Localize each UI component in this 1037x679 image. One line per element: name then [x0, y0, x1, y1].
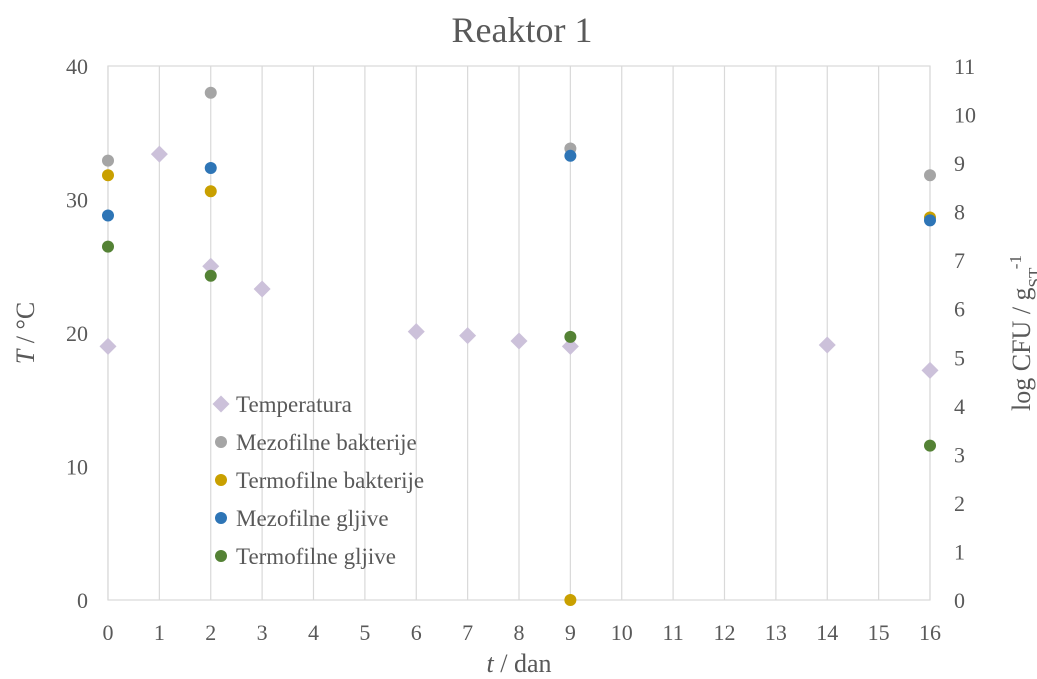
y-right-tick-label: 7 — [954, 248, 965, 273]
y-right-tick-label: 11 — [954, 54, 975, 79]
y-right-tick-label: 5 — [954, 345, 965, 370]
y-right-tick-label: 4 — [954, 394, 965, 419]
x-axis-label-unit: / dan — [494, 649, 552, 678]
x-tick-label: 9 — [565, 620, 576, 645]
data-point-termofilne-gljive — [924, 439, 936, 452]
data-point-termofilne-bakterije — [102, 169, 114, 182]
data-point-temperatura — [150, 145, 168, 163]
legend-label-mezofilne-bakterije: Mezofilne bakterije — [236, 430, 417, 455]
legend-label-termofilne-bakterije: Termofilne bakterije — [236, 468, 424, 493]
y-right-axis-label: log CFU / gST-1 — [1006, 255, 1037, 411]
x-tick-label: 7 — [462, 620, 473, 645]
x-tick-label: 10 — [611, 620, 633, 645]
data-point-temperatura — [561, 337, 579, 355]
series-temperatura — [99, 145, 939, 379]
data-point-mezofilne-gljive — [102, 209, 114, 222]
y-right-tick-label: 10 — [954, 103, 976, 128]
legend-marker-termofilne-bakterije — [215, 474, 227, 486]
y-left-axis-label: T / °C — [11, 302, 40, 364]
data-point-mezofilne-bakterije — [102, 154, 114, 167]
data-point-termofilne-gljive — [564, 330, 577, 343]
y-left-tick-labels: 0 10 20 30 40 — [66, 54, 88, 613]
data-point-termofilne-bakterije — [204, 185, 217, 198]
data-point-temperatura — [921, 361, 939, 379]
y-left-axis-label-unit: / °C — [11, 302, 40, 350]
x-tick-label: 4 — [308, 620, 319, 645]
legend-label-termofilne-gljive: Termofilne gljive — [236, 544, 396, 569]
y-left-tick-label: 10 — [66, 455, 88, 480]
x-tick-label: 12 — [714, 620, 736, 645]
y-right-axis-label-main: log CFU / g — [1007, 287, 1036, 411]
y-right-tick-label: 8 — [954, 200, 965, 225]
x-axis-label-variable: t — [487, 649, 495, 678]
y-right-tick-label: 0 — [954, 588, 965, 613]
data-point-temperatura — [818, 336, 836, 354]
plot-area-border — [107, 65, 931, 601]
legend-marker-mezofilne-gljive — [215, 512, 227, 524]
series-mezofilne-gljive — [102, 149, 936, 227]
data-point-temperatura — [407, 323, 425, 341]
data-point-mezofilne-gljive — [564, 149, 577, 162]
x-tick-label: 5 — [359, 620, 370, 645]
y-left-tick-label: 40 — [66, 54, 88, 79]
x-tick-label: 8 — [514, 620, 525, 645]
data-point-temperatura — [99, 337, 117, 355]
x-tick-label: 0 — [103, 620, 114, 645]
x-axis-label: t / dan — [487, 649, 552, 678]
data-point-mezofilne-bakterije — [204, 86, 217, 99]
x-tick-label: 15 — [868, 620, 890, 645]
x-tick-label: 6 — [411, 620, 422, 645]
x-tick-label: 2 — [205, 620, 216, 645]
y-right-axis-label-superscript: -1 — [1006, 255, 1025, 269]
data-point-mezofilne-bakterije — [924, 169, 936, 182]
data-series — [99, 86, 939, 606]
series-termofilne-gljive — [102, 240, 936, 452]
y-left-tick-label: 30 — [66, 188, 88, 213]
x-tick-label: 14 — [816, 620, 838, 645]
y-right-tick-labels: 0 1 2 3 4 5 6 7 8 9 10 11 — [954, 54, 976, 613]
chart-title: Reaktor 1 — [452, 10, 593, 50]
y-left-tick-label: 0 — [77, 588, 88, 613]
data-point-temperatura — [459, 327, 477, 345]
legend-label-mezofilne-gljive: Mezofilne gljive — [236, 506, 389, 531]
y-right-tick-label: 1 — [954, 539, 965, 564]
x-tick-label: 16 — [919, 620, 941, 645]
data-point-mezofilne-gljive — [924, 214, 936, 227]
data-point-termofilne-bakterije — [564, 594, 577, 606]
legend-marker-temperatura — [212, 395, 230, 413]
data-point-temperatura — [202, 257, 220, 275]
y-right-axis-label-subscript: ST — [1025, 267, 1037, 287]
y-right-tick-label: 2 — [954, 491, 965, 516]
data-point-temperatura — [253, 280, 271, 298]
legend-label-temperatura: Temperatura — [236, 392, 352, 417]
data-point-temperatura — [510, 332, 528, 350]
y-left-axis-label-variable: T — [11, 348, 40, 364]
y-left-tick-label: 20 — [66, 321, 88, 346]
data-point-mezofilne-gljive — [204, 161, 217, 174]
legend: Temperatura Mezofilne bakterije Termofilne… — [212, 392, 424, 569]
y-right-tick-label: 6 — [954, 297, 965, 322]
y-right-tick-label: 3 — [954, 442, 965, 467]
x-tick-label: 3 — [257, 620, 268, 645]
x-tick-label: 13 — [765, 620, 787, 645]
x-tick-label: 11 — [663, 620, 684, 645]
x-tick-label: 1 — [154, 620, 165, 645]
legend-marker-mezofilne-bakterije — [215, 436, 227, 448]
legend-marker-termofilne-gljive — [215, 550, 227, 562]
y-right-tick-label: 9 — [954, 151, 965, 176]
x-tick-labels: 0 1 2 3 4 5 6 7 8 9 10 11 12 13 14 15 16 — [103, 620, 942, 645]
data-point-termofilne-gljive — [204, 269, 217, 282]
data-point-termofilne-gljive — [102, 240, 114, 253]
